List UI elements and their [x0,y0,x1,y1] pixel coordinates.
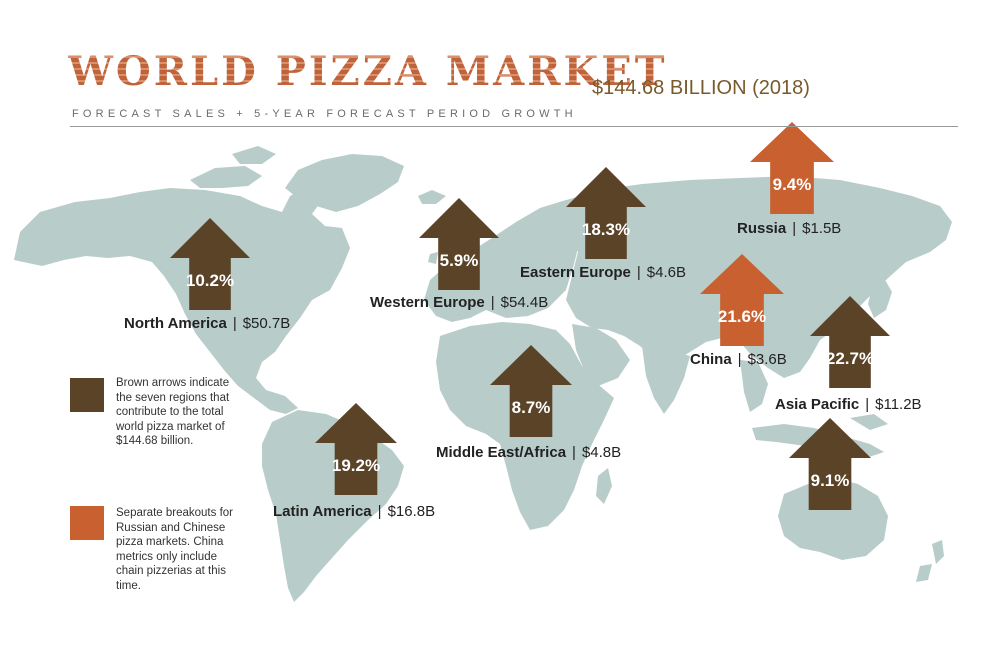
legend-brown-swatch [70,378,104,412]
growth-percent-label: 22.7% [826,349,874,368]
europe-landmass [424,198,594,322]
growth-percent-label: 9.1% [811,471,850,490]
separator: | [232,315,237,332]
growth-arrow-latin-america: 19.2% [315,403,397,495]
region-label-north-america: North America | $50.7B [124,315,290,332]
region-name: Eastern Europe [520,264,631,281]
australia-landmass [778,478,888,560]
market-total: $144.68 BILLION (2018) [592,77,810,99]
growth-arrow-oceania: 9.1% [789,418,871,510]
separator: | [636,264,641,281]
arctic-islands [190,146,276,222]
arrow-shape [789,418,871,510]
southeast-asia [740,360,768,412]
arabian-peninsula [572,324,630,386]
growth-percent-label: 9.4% [773,175,812,194]
arrow-shape [490,345,572,437]
arrow-shape [170,218,250,310]
region-label-asia-pacific: Asia Pacific | $11.2B [775,396,922,413]
region-label-latin-america: Latin America | $16.8B [273,503,435,520]
iceland [418,190,446,204]
growth-percent-label: 8.7% [512,398,551,417]
legend-brown-text: Brown arrows indicate the seven regions … [116,377,230,447]
region-label-china: China | $3.6B [690,351,787,368]
growth-arrow-russia: 9.4% [750,122,834,214]
new-zealand [916,540,944,582]
region-value: $11.2B [875,396,922,413]
arrow-shape [315,403,397,495]
separator: | [865,396,870,413]
growth-arrow-middle-east-africa: 8.7% [490,345,572,437]
region-value: $1.5B [802,220,842,237]
legend-orange-text: Separate breakouts for Russian and Chine… [116,507,233,592]
arrow-shape [566,167,646,259]
growth-arrow-china: 21.6% [700,254,784,346]
growth-arrow-north-america: 10.2% [170,218,250,310]
region-name: Asia Pacific [775,396,860,413]
region-name: Middle East/Africa [436,444,567,461]
region-value: $16.8B [387,503,436,520]
arrows-layer: 10.2% 5.9% 18.3% 9.4% 21.6% 22.7% 8.7% 19.2% 9.1… [170,122,890,510]
region-label-eastern-europe: Eastern Europe | $4.6B [520,264,686,281]
region-value: $54.4B [500,294,549,311]
separator: | [737,351,742,368]
region-name: North America [124,315,227,332]
growth-percent-label: 10.2% [186,271,234,290]
growth-percent-label: 18.3% [582,220,630,239]
north-america-landmass [14,188,350,414]
region-label-russia: Russia | $1.5B [737,220,841,237]
growth-percent-label: 19.2% [332,456,380,475]
arrow-shape [700,254,784,346]
arrow-shape [750,122,834,214]
region-name: Russia [737,220,787,237]
separator: | [792,220,797,237]
growth-percent-label: 21.6% [718,307,766,326]
growth-arrow-western-europe: 5.9% [419,198,499,290]
arrow-shape [419,198,499,290]
madagascar [596,468,612,504]
page-title: WORLD PIZZA MARKET [68,48,668,95]
page-subtitle: FORECAST SALES + 5-YEAR FORECAST PERIOD … [72,108,577,120]
growth-arrow-asia-pacific: 22.7% [810,296,890,388]
region-value: $3.6B [747,351,787,368]
separator: | [377,503,382,520]
growth-percent-label: 5.9% [440,251,479,270]
growth-arrow-eastern-europe: 18.3% [566,167,646,259]
region-value: $4.6B [646,264,686,281]
separator: | [572,444,576,461]
region-name: China [690,351,732,368]
region-label-middle-east-africa: Middle East/Africa | $4.8B [436,444,621,461]
separator: | [490,294,495,311]
legend-orange-swatch [70,506,104,540]
region-value: $4.8B [581,444,622,461]
india [642,346,690,414]
region-name: Western Europe [370,294,485,311]
region-name: Latin America [273,503,372,520]
japan [868,278,892,318]
region-label-western-europe: Western Europe | $54.4B [370,294,548,311]
arrow-shape [810,296,890,388]
greenland-landmass [285,154,404,212]
title-divider [70,126,958,127]
region-value: $50.7B [242,315,291,332]
